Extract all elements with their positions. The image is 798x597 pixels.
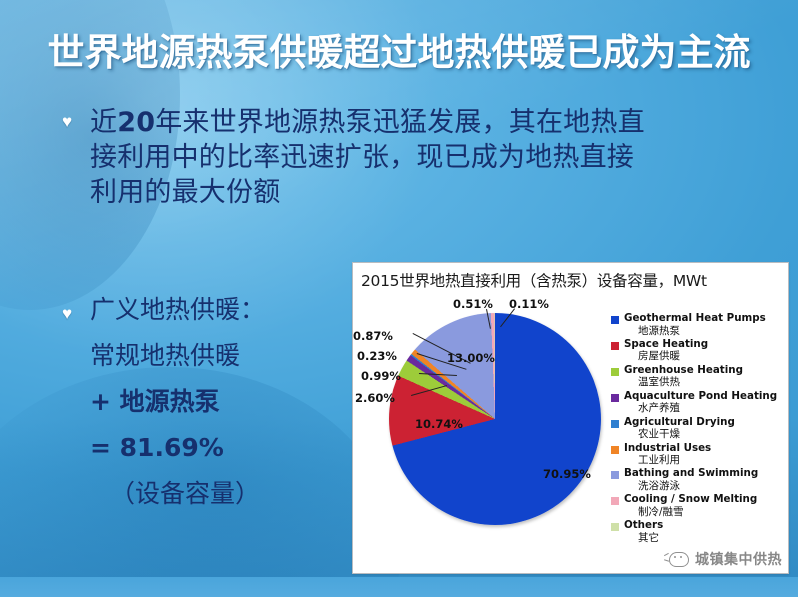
legend-item: Industrial Uses 工业利用	[611, 441, 787, 467]
legend-label-en: Geothermal Heat Pumps	[624, 312, 766, 324]
bullet-1-number: 20	[117, 107, 156, 138]
legend-label-en: Bathing and Swimming	[624, 467, 759, 480]
bullet-1-line-1-part-c: 年来世界地源热泵迅猛发展，其在地热直	[155, 107, 645, 138]
legend-item: Agricultural Drying 农业干燥	[611, 415, 787, 441]
legend-row: Others	[611, 520, 787, 532]
chart-title: 2015世界地热直接利用（含热泵）设备容量，MWt	[361, 272, 707, 290]
legend-row: Industrial Uses	[611, 441, 787, 455]
legend-swatch-icon	[611, 445, 619, 454]
pie-label-greenhouse-heating: 2.60%	[355, 391, 395, 405]
legend-item: Cooling / Snow Melting 制冷/融雪	[611, 494, 787, 518]
pie-label-space-heating: 10.74%	[415, 417, 463, 431]
legend-row: Bathing and Swimming	[611, 468, 787, 480]
slide-title: 世界地源热泵供暖超过地热供暖已成为主流	[47, 31, 751, 74]
bullet-block-2: ♥ 广义地热供暖： 常规地热供暖 + 地源热泵 = 81.69% （设备容量）	[62, 297, 392, 527]
pie-disc	[389, 313, 601, 525]
legend-row: Geothermal Heat Pumps	[611, 312, 787, 325]
bullet-1-line-2: 接利用中的比率迅速扩张，现已成为地热直接	[90, 142, 634, 174]
pie-label-agricultural-drying: 0.23%	[357, 349, 397, 363]
legend-swatch-icon	[611, 367, 619, 376]
legend-swatch-icon	[611, 497, 619, 506]
legend-row: Agricultural Drying	[611, 415, 787, 429]
heart-bullet-icon-2: ♥	[62, 304, 73, 323]
pie-label-bathing-and-swimming: 13.00%	[447, 351, 495, 365]
legend-label-cn: 水产养殖	[638, 402, 680, 415]
legend-label-cn: 地源热泵	[638, 324, 680, 337]
legend-label-en: Others	[624, 519, 664, 532]
legend-row: Aquaculture Pond Heating	[611, 389, 787, 403]
bullet-1-line-3: 利用的最大份额	[90, 177, 281, 209]
bullet-2-line-2: 常规地热供暖	[90, 341, 241, 370]
bullet-2-line-4: = 81.69%	[90, 433, 224, 462]
bottom-band	[0, 577, 798, 597]
legend-label-cn: 温室供热	[638, 376, 680, 389]
heart-bullet-icon: ♥	[62, 112, 73, 131]
legend-label-en: Aquaculture Pond Heating	[624, 389, 778, 402]
pie-label-aquaculture-pond-heating: 0.99%	[361, 369, 401, 383]
legend-swatch-icon	[611, 419, 619, 428]
bullet-2-line-1: 广义地热供暖：	[90, 295, 266, 324]
legend-swatch-icon	[611, 523, 619, 532]
legend-label-cn: 洗浴游泳	[638, 479, 680, 492]
bullet-2-line-5: （设备容量）	[110, 479, 261, 508]
watermark-text: 城镇集中供热	[695, 552, 782, 568]
legend-label-cn: 农业干燥	[638, 428, 680, 441]
legend-row: Cooling / Snow Melting	[611, 494, 787, 506]
legend-label-cn: 工业利用	[638, 454, 680, 467]
legend-label-en: Space Heating	[624, 337, 709, 350]
legend-swatch-icon	[611, 341, 619, 350]
bullet-1-text: 近20年来世界地源热泵迅猛发展，其在地热直 接利用中的比率迅速扩张，现已成为地热…	[90, 105, 645, 210]
pie-label-geothermal-heat-pumps: 70.95%	[543, 467, 591, 481]
legend-label-cn: 制冷/融雪	[638, 505, 684, 518]
legend-label-cn: 其它	[638, 531, 659, 544]
legend-item: Aquaculture Pond Heating 水产养殖	[611, 389, 787, 415]
chart-panel: 2015世界地热直接利用（含热泵）设备容量，MWt 70.95% 10.74% 2.…	[352, 262, 789, 574]
watermark: 城镇集中供热	[663, 549, 782, 569]
legend-label-en: Cooling / Snow Melting	[624, 493, 758, 506]
legend-item: Geothermal Heat Pumps 地源热泵	[611, 312, 787, 337]
legend-label-en: Agricultural Drying	[624, 415, 735, 428]
bullet-1-line-1-part-a: 近	[90, 107, 118, 138]
bullet-block-1: ♥ 近20年来世界地源热泵迅猛发展，其在地热直 接利用中的比率迅速扩张，现已成为…	[62, 105, 752, 210]
legend-swatch-icon	[611, 393, 619, 402]
legend-label-en: Greenhouse Heating	[624, 363, 743, 376]
pie-label-others: 0.11%	[509, 297, 549, 311]
pie-label-cooling-snow-melting: 0.51%	[453, 297, 493, 311]
legend-label-en: Industrial Uses	[624, 441, 712, 454]
pie-chart: 70.95% 10.74% 2.60% 0.99% 0.23% 0.87% 13.00% 0.…	[353, 297, 625, 549]
pie-label-industrial-uses: 0.87%	[353, 329, 393, 343]
legend-row: Space Heating	[611, 337, 787, 351]
legend-item: Greenhouse Heating 温室供热	[611, 363, 787, 389]
legend-label-cn: 房屋供暖	[638, 350, 680, 363]
chart-legend: Geothermal Heat Pumps 地源热泵 Space Heating 房屋…	[611, 312, 787, 546]
legend-swatch-icon	[611, 316, 619, 324]
legend-swatch-icon	[611, 471, 619, 480]
cloud-logo-icon	[663, 549, 691, 569]
legend-item: Space Heating 房屋供暖	[611, 337, 787, 363]
bullet-2-line-3: + 地源热泵	[90, 387, 220, 416]
bullet-2-text: 广义地热供暖： 常规地热供暖 + 地源热泵 = 81.69% （设备容量）	[90, 297, 265, 527]
legend-item: Bathing and Swimming 洗浴游泳	[611, 468, 787, 492]
legend-item: Others 其它	[611, 520, 787, 544]
legend-row: Greenhouse Heating	[611, 363, 787, 377]
